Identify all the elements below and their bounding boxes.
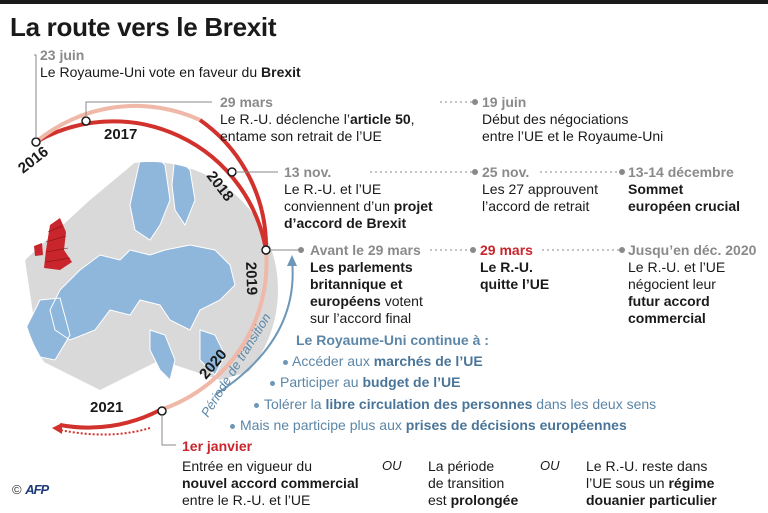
year-2016: 2016	[15, 143, 52, 177]
connector-lines	[34, 54, 624, 446]
europe-map	[24, 162, 278, 390]
event-2018c-date: 13-14 décembre	[628, 164, 734, 180]
transition-item-1: Accéder aux marchés de l’UE	[292, 353, 483, 369]
dot-2019c	[619, 247, 625, 253]
afp-logo: AFP	[25, 482, 49, 497]
bullet-2	[270, 381, 275, 386]
dot-2019b	[470, 247, 476, 253]
outcome-b: La période de transition est prolongée	[428, 458, 519, 508]
transition-item-4: Mais ne participe plus aux prises de déc…	[240, 417, 627, 433]
event-2017b-date: 19 juin	[482, 94, 527, 110]
map-hatch-uk	[45, 225, 71, 263]
dot-2017b	[472, 99, 478, 105]
event-2016-date: 23 juin	[40, 47, 85, 63]
event-2017a-date: 29 mars	[220, 94, 273, 110]
event-2018c-text: Sommet européen crucial	[628, 181, 741, 214]
transition-heading: Le Royaume-Uni continue à :	[296, 332, 489, 348]
event-2017a-text: Le R.-U. déclenche l’article 50, entame s…	[220, 111, 415, 144]
dot-2019a	[298, 247, 304, 253]
outcome-c: Le R.-U. reste dans l’UE sous un régime do…	[586, 458, 717, 508]
event-2019b-date: 29 mars	[480, 242, 533, 258]
event-2018a-text: Le R.-U. et l’UE conviennent d’un projet d…	[284, 181, 433, 231]
event-2018b-text: Les 27 approuvent l’accord de retrait	[482, 181, 598, 214]
event-2018a-date: 13 nov.	[284, 164, 332, 180]
dot-2018c	[619, 169, 625, 175]
timeline-arc-2019	[198, 118, 269, 251]
top-rule	[0, 0, 768, 4]
marker-2019	[261, 245, 271, 255]
event-2019c-text: Le R.-U. et l’UE négocient leur futur acco…	[628, 259, 726, 326]
timeline-arc-2021	[59, 408, 161, 430]
bullet-4	[230, 424, 235, 429]
year-2017: 2017	[104, 126, 137, 143]
marker-2017	[81, 116, 91, 126]
bullet-3	[254, 403, 259, 408]
or-label-1: OU	[382, 458, 402, 473]
event-2019b-text: Le R.-U. quitte l’UE	[480, 259, 550, 292]
timeline-arc-light	[34, 103, 201, 144]
event-2018b-date: 25 nov.	[482, 164, 530, 180]
marker-2021	[157, 406, 167, 416]
event-2021-date: 1er janvier	[182, 438, 253, 454]
or-label-2: OU	[540, 458, 560, 473]
year-2019: 2019	[242, 262, 260, 296]
transition-arrowhead	[287, 255, 297, 266]
event-2019a-date: Avant le 29 mars	[310, 242, 421, 258]
map-uk	[34, 218, 72, 270]
credit: © AFP	[12, 482, 49, 497]
bullet-1	[283, 360, 288, 365]
timeline-arc-past	[35, 119, 268, 251]
timeline-arrow-future	[59, 427, 151, 436]
timeline-arrowhead	[52, 423, 62, 434]
timeline-arc-transition	[159, 249, 269, 412]
transition-item-3: Tolérer la libre circulation des personn…	[264, 396, 657, 412]
outcome-a: Entrée en vigueur du nouvel accord commer…	[182, 458, 359, 508]
transition-arrow	[214, 259, 294, 396]
event-2017b-text: Début des négociations entre l’UE et le R…	[482, 111, 664, 144]
event-2019a-text: Les parlements britannique et européens vo…	[310, 259, 423, 326]
dot-2018b	[472, 169, 478, 175]
marker-2018	[227, 167, 237, 177]
event-2016-text: Le Royaume-Uni vote en faveur du Brexit	[40, 64, 301, 80]
map-eu-countries	[24, 162, 236, 381]
year-2021: 2021	[90, 399, 123, 416]
event-2019c-date: Jusqu’en déc. 2020	[628, 242, 757, 258]
transition-item-2: Participer au budget de l’UE	[280, 374, 461, 390]
page-title: La route vers le Brexit	[10, 12, 277, 42]
